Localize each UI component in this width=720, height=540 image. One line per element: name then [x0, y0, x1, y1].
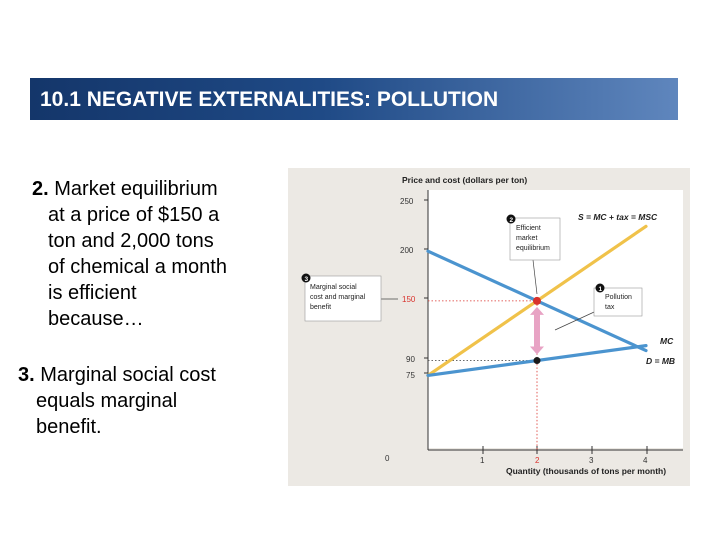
series-label-mb: D = MB [646, 356, 675, 366]
equilibrium-point [533, 296, 541, 305]
point-line: of chemical a month [48, 256, 227, 278]
annotation-text: equilibrium [516, 245, 550, 252]
point-number: 2. [32, 178, 49, 200]
externality-chart: Price and cost (dollars per ton) Quantit… [288, 168, 690, 486]
annotation-number: 2 [510, 217, 514, 224]
point-line: Marginal social cost [40, 364, 216, 386]
point-line: ton and 2,000 tons [48, 230, 214, 252]
point-number: 3. [18, 364, 35, 386]
y-tick-label: 90 [406, 355, 415, 364]
point-line: at a price of $150 a [48, 204, 220, 226]
annotation-number-badge [506, 214, 516, 224]
annotation-box-3 [304, 275, 382, 322]
annotation-text: tax [605, 304, 615, 311]
annotation-text: Efficient [516, 225, 541, 232]
tax-arrow-shaft [534, 312, 540, 349]
x-axis-title: Quantity (thousands of tons per month) [506, 466, 666, 476]
y-tick-label: 250 [400, 197, 414, 206]
x-tick-label: 1 [480, 456, 485, 465]
slide-title-bar: 10.1 NEGATIVE EXTERNALITIES: POLLUTION [30, 78, 678, 120]
series-label-mc: MC [660, 336, 674, 346]
annotation-number: 1 [599, 286, 603, 293]
bullet-point-3: 3. Marginal social cost equals marginal … [18, 362, 268, 440]
mc-point [533, 357, 541, 365]
x-tick-label: 3 [589, 456, 594, 465]
point-line: Market equilibrium [54, 178, 218, 200]
y-tick-label: 150 [402, 295, 416, 304]
bullet-point-2: 2. Market equilibrium at a price of $150… [32, 176, 282, 332]
x-tick-label: 2 [535, 456, 540, 465]
annotation-number-badge [301, 273, 311, 283]
annotation-number: 3 [305, 276, 309, 283]
tax-arrow-head-up [530, 306, 544, 315]
annotation-box-1 [593, 287, 643, 317]
annotation-text: Marginal social [310, 284, 357, 291]
tick-marks [424, 199, 648, 454]
y-tick-label: 75 [406, 371, 415, 380]
annotation-number-badge [595, 283, 605, 293]
slide-title: 10.1 NEGATIVE EXTERNALITIES: POLLUTION [40, 88, 499, 111]
point-line: benefit. [36, 416, 102, 438]
y-axis-title: Price and cost (dollars per ton) [402, 175, 527, 185]
annotation-text: Pollution [605, 294, 632, 301]
y-tick-label: 200 [400, 246, 414, 255]
annotation-leader [532, 259, 538, 295]
point-line: because… [48, 308, 144, 330]
annotation-text: market [516, 235, 537, 242]
tax-arrow-head-down [530, 346, 544, 355]
x-tick-label: 4 [643, 456, 648, 465]
point-line: equals marginal [36, 390, 178, 412]
x-tick-label: 0 [385, 454, 390, 463]
point-line: is efficient [48, 282, 137, 304]
annotation-text: cost and marginal [310, 294, 366, 301]
annotation-box-2 [509, 217, 561, 261]
series-label-msc: S = MC + tax = MSC [578, 212, 658, 222]
chart-svg: Price and cost (dollars per ton) Quantit… [301, 175, 683, 476]
annotation-text: benefit [310, 304, 331, 311]
